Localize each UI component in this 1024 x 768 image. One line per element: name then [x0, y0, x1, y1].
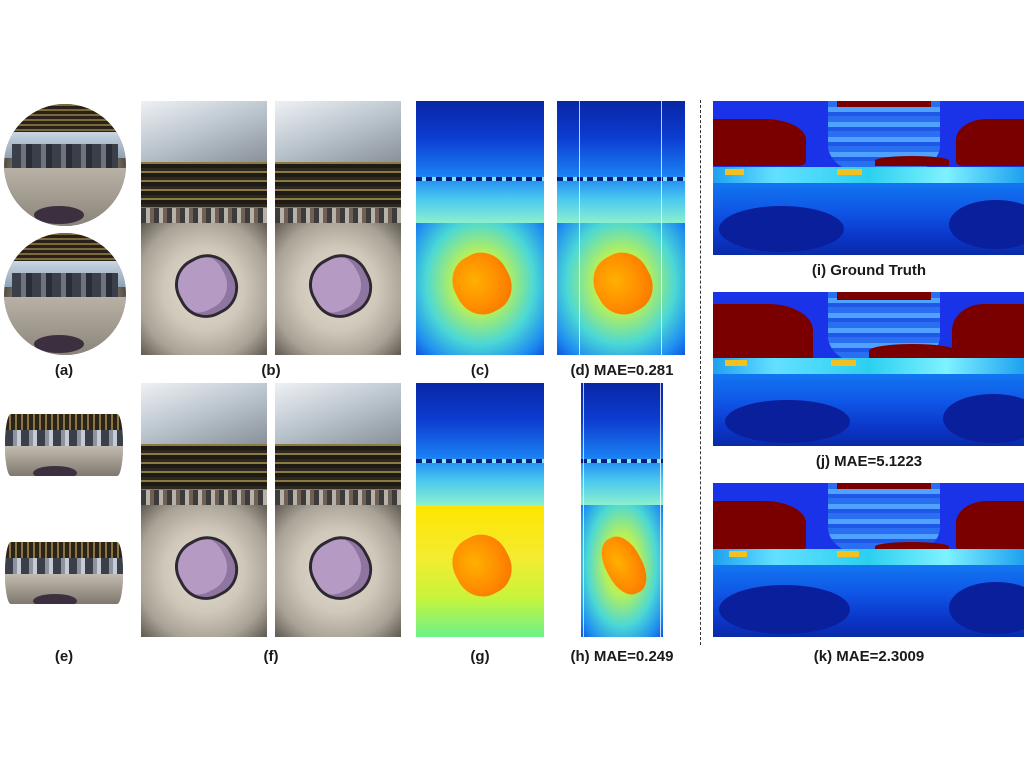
caption-c: (c): [470, 362, 490, 379]
caption-i: (i) Ground Truth: [811, 262, 927, 279]
caption-j: (j) MAE=5.1223: [815, 453, 923, 470]
caption-k: (k) MAE=2.3009: [813, 648, 925, 665]
rgb-unrolled-b-left: [141, 101, 267, 355]
caption-d: (d) MAE=0.281: [570, 362, 674, 379]
cylinder-view-bottom: [5, 542, 123, 604]
panorama-depth-prediction-j: [713, 292, 1024, 446]
caption-h: (h) MAE=0.249: [570, 648, 674, 665]
rgb-unrolled-b-right: [275, 101, 401, 355]
panorama-depth-ground-truth: [713, 101, 1024, 255]
depth-map-c: [416, 101, 544, 355]
depth-prediction-h: [581, 383, 663, 637]
depth-prediction-d: [557, 101, 685, 355]
panorama-depth-prediction-k: [713, 483, 1024, 637]
cylinder-view-top: [5, 414, 123, 476]
caption-f: (f): [263, 648, 279, 665]
caption-e: (e): [54, 648, 74, 665]
fisheye-view-top: [4, 104, 126, 226]
depth-map-g: [416, 383, 544, 637]
fisheye-view-bottom: [4, 233, 126, 355]
caption-g: (g): [470, 648, 490, 665]
caption-a: (a): [54, 362, 74, 379]
caption-b: (b): [261, 362, 281, 379]
column-divider: [700, 100, 701, 645]
rgb-unrolled-f-right: [275, 383, 401, 637]
rgb-unrolled-f-left: [141, 383, 267, 637]
